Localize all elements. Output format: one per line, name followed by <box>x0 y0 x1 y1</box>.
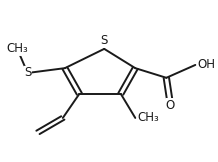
Text: O: O <box>166 99 175 112</box>
Text: OH: OH <box>198 58 215 71</box>
Text: S: S <box>24 66 31 80</box>
Text: CH₃: CH₃ <box>137 111 159 124</box>
Text: S: S <box>100 34 108 47</box>
Text: CH₃: CH₃ <box>6 42 28 55</box>
